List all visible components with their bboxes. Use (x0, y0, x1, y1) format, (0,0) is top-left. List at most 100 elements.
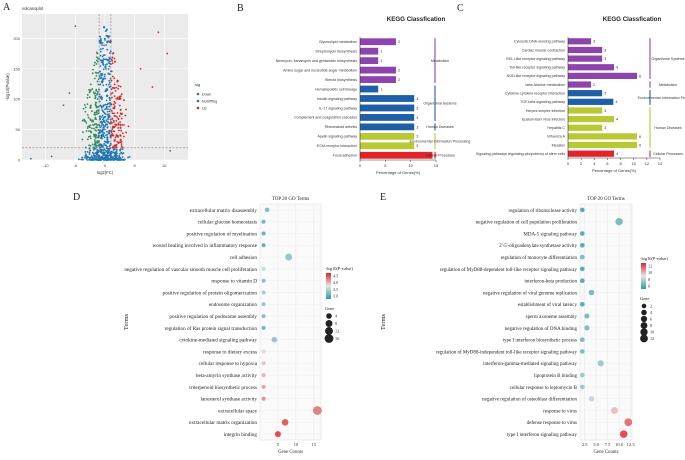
kegg-bar (568, 124, 603, 131)
kegg-title: KEGG Classfication (387, 16, 446, 23)
go-term-label: cell adhesion (230, 255, 258, 261)
volcano-point (119, 97, 122, 100)
go-size-legend-dot (640, 322, 648, 329)
kegg-bar (568, 90, 603, 97)
volcano-point (118, 104, 121, 107)
go-size-legend-label: 6 (650, 317, 652, 322)
go-xlabel: Gene Counts (594, 450, 619, 455)
panel-label-e: E (380, 192, 387, 203)
go-panel-bg (259, 203, 322, 441)
volcano-point (108, 81, 111, 84)
go-bubble (281, 418, 289, 426)
go-size-legend-dot (324, 334, 334, 343)
kegg-bar (360, 47, 379, 55)
volcano-point (96, 153, 99, 156)
go-bubble (588, 395, 595, 402)
volcano-point (101, 80, 104, 83)
volcano-point (99, 126, 102, 129)
go-term-label: regulation of monocyte differentiation (501, 256, 578, 261)
go-color-legend-title: -log10(P-value) (640, 256, 668, 261)
kegg-count-label: 4 (616, 118, 618, 122)
volcano-point (98, 158, 101, 161)
volcano-ytick-label: 50 (16, 127, 21, 132)
kegg-category-label: Apelin signaling pathway (317, 135, 357, 139)
go-term-label: negative regulation of cell population p… (476, 221, 578, 226)
go-term-label: beta-amyrin synthase activity (196, 373, 257, 379)
volcano-point (103, 128, 106, 131)
kegg-group-label: Metabolism (431, 59, 449, 63)
kegg-count-label: 3 (416, 125, 418, 129)
volcano-xtick-label: 10 (162, 163, 167, 168)
volcano-point (106, 159, 109, 161)
go-bubble (261, 384, 266, 389)
volcano-point (100, 74, 102, 77)
volcano-point (100, 77, 103, 79)
volcano-point (109, 130, 111, 133)
volcano-point (119, 149, 121, 152)
volcano-point (107, 113, 109, 116)
kegg-count-label: 3 (604, 48, 606, 52)
volcano-point (89, 106, 92, 109)
volcano-point (115, 97, 118, 100)
volcano-point (91, 120, 94, 123)
go-xtick-label: 2.5 (582, 442, 588, 447)
volcano-point (100, 150, 102, 153)
go-color-bar (641, 263, 646, 289)
volcano-point (91, 119, 94, 121)
go-term-label: extracellular matrix organization (189, 420, 257, 426)
volcano-point (102, 118, 104, 121)
volcano-point (109, 85, 112, 88)
go-color-tick-label: 10 (648, 270, 652, 275)
kegg-chart-b: KEGG Classfication Glycerolipid metabolis… (276, 16, 471, 175)
volcano-point (88, 96, 91, 99)
kegg-count-label: 4 (615, 100, 617, 104)
volcano-point (127, 125, 130, 128)
volcano-point (77, 158, 80, 161)
kegg-xtick-label: 0 (359, 163, 362, 168)
kegg-bar (568, 55, 603, 62)
kegg-count-label: 6 (639, 143, 641, 147)
kegg-count-label: 3 (416, 135, 418, 139)
go-bubble (274, 431, 281, 438)
volcano-xtick-label: -10 (43, 163, 50, 168)
volcano-point (85, 157, 88, 160)
volcano-title: volcanoplot (22, 6, 44, 11)
go-bubble-chart-e: TOP 20 GO Terms regulation of ribonucleas… (380, 197, 668, 455)
volcano-point (106, 108, 109, 111)
kegg-group-label: Organismal Systems (651, 57, 684, 61)
kegg-category-label: Rheumatoid arthritis (325, 125, 357, 129)
volcano-point (81, 138, 84, 141)
volcano-point (84, 153, 87, 156)
go-term-label: extracellular space (218, 408, 257, 414)
volcano-point (87, 125, 89, 128)
go-bubble (264, 207, 270, 213)
go-bubble (579, 278, 585, 284)
volcano-point (117, 127, 120, 129)
go-xtick-label: 5.0 (593, 442, 599, 447)
volcano-point (94, 97, 97, 100)
volcano-point (103, 44, 105, 47)
volcano-ytick-label: 200 (13, 36, 20, 41)
go-xtick-label: 10 (294, 442, 299, 447)
go-size-legend-label: 8 (650, 323, 652, 328)
volcano-point (104, 77, 107, 80)
volcano-point (86, 96, 89, 99)
volcano-point (94, 112, 97, 114)
volcano-point (102, 135, 105, 137)
volcano-point (119, 138, 122, 141)
kegg-bar (568, 81, 591, 88)
kegg-bar (360, 57, 379, 65)
volcano-point (103, 116, 106, 119)
volcano-point (74, 25, 77, 28)
volcano-point (104, 66, 107, 68)
volcano-point (114, 60, 116, 63)
kegg-xtick-label: 10 (408, 163, 413, 168)
volcano-point (95, 74, 98, 77)
volcano-point (100, 116, 103, 119)
volcano-point (86, 127, 89, 129)
volcano-point (99, 54, 102, 57)
volcano-point (120, 140, 123, 143)
volcano-point (96, 92, 99, 95)
volcano-point (96, 124, 99, 127)
volcano-point (98, 130, 101, 133)
